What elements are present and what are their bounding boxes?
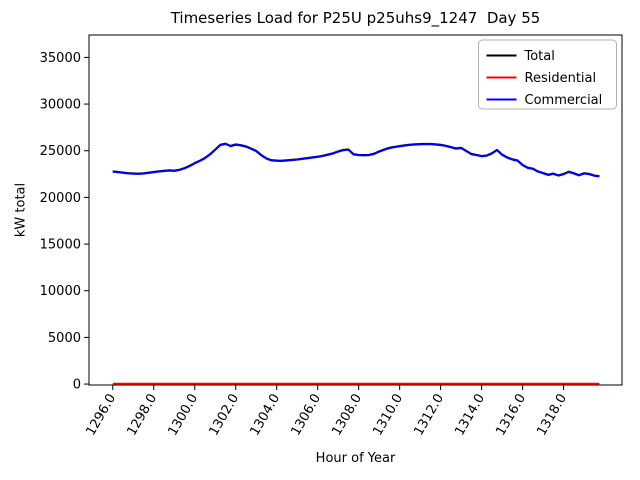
y-tick-label: 5000 [48, 331, 81, 346]
y-tick-label: 30000 [40, 98, 81, 113]
x-tick-label: 1318.0 [534, 392, 570, 439]
y-tick-label: 15000 [40, 238, 81, 253]
x-tick-label: 1308.0 [329, 392, 365, 439]
x-tick-label: 1296.0 [83, 392, 119, 439]
legend-label-total: Total [524, 49, 555, 64]
y-tick-label: 20000 [40, 191, 81, 206]
legend-label-commercial: Commercial [525, 93, 603, 108]
x-tick-label: 1304.0 [247, 392, 283, 439]
y-tick-label: 25000 [40, 144, 81, 159]
x-tick-label: 1312.0 [411, 392, 447, 439]
x-tick-label: 1316.0 [493, 392, 529, 439]
x-tick-label: 1314.0 [452, 392, 488, 439]
y-axis-label: kW total [13, 182, 29, 238]
x-tick-label: 1298.0 [124, 392, 160, 439]
series-line-commercial [112, 143, 600, 178]
x-tick-label: 1300.0 [165, 392, 201, 439]
x-tick-label: 1310.0 [370, 392, 406, 439]
x-tick-label: 1302.0 [206, 392, 242, 439]
x-axis-label: Hour of Year [315, 451, 396, 466]
legend-box [478, 39, 617, 110]
x-tick-label: 1306.0 [288, 392, 324, 439]
legend-label-residential: Residential [525, 71, 597, 86]
y-tick-label: 10000 [40, 284, 81, 299]
chart-title: Timeseries Load for P25U p25uhs9_1247 Da… [170, 9, 541, 27]
y-tick-label: 35000 [40, 51, 81, 66]
y-tick-label: 0 [73, 378, 81, 393]
